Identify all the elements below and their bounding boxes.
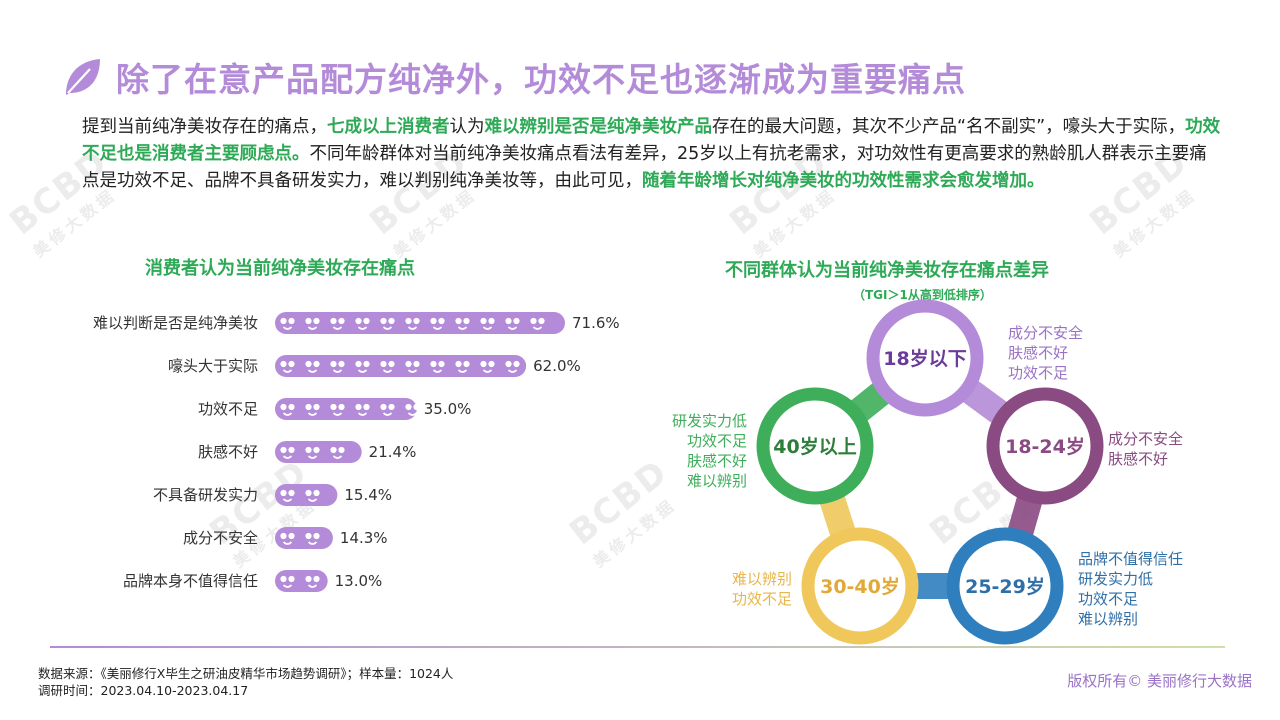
bar-row: 功效不足 35.0% bbox=[198, 398, 471, 420]
age-group-label: 40岁以上 bbox=[773, 435, 856, 458]
pain-point-note: 难以辨别 bbox=[732, 570, 792, 588]
age-group-node: 30-40岁 bbox=[801, 527, 919, 645]
pain-point-note: 成分不安全 bbox=[1008, 324, 1083, 342]
intro-paragraph: 提到当前纯净美妆存在的痛点，七成以上消费者认为难以辨别是否是纯净美妆产品存在的最… bbox=[82, 114, 1222, 195]
data-source: 数据来源：《美丽修行X毕生之研油皮精华市场趋势调研》；样本量：1024人 bbox=[38, 666, 454, 681]
survey-period: 调研时间：2023.04.10-2023.04.17 bbox=[38, 683, 249, 698]
age-group-node: 18-24岁 bbox=[986, 387, 1104, 505]
pain-point-note: 肤感不好 bbox=[687, 452, 747, 470]
pain-point-note: 功效不足 bbox=[687, 432, 747, 450]
footer-divider bbox=[50, 646, 1225, 648]
category-label: 肤感不好 bbox=[198, 443, 258, 461]
bar-chart-title: 消费者认为当前纯净美妆存在痛点 bbox=[145, 258, 415, 279]
age-group-node: 25-29岁 bbox=[946, 527, 1064, 645]
age-group-label: 30-40岁 bbox=[820, 575, 900, 598]
value-label: 13.0% bbox=[335, 572, 383, 590]
pain-point-note: 功效不足 bbox=[732, 590, 792, 608]
bar-row: 嚎头大于实际 62.0% bbox=[168, 355, 581, 377]
bar-row: 品牌本身不值得信任 13.0% bbox=[123, 570, 382, 592]
category-label: 成分不安全 bbox=[183, 529, 258, 547]
pain-point-note: 功效不足 bbox=[1008, 364, 1068, 382]
age-group-label: 18岁以下 bbox=[883, 347, 966, 370]
pain-point-note: 成分不安全 bbox=[1108, 430, 1183, 448]
category-label: 难以判断是否是纯净美妆 bbox=[93, 314, 258, 332]
value-label: 14.3% bbox=[340, 529, 388, 547]
pain-point-note: 研发实力低 bbox=[1078, 570, 1153, 588]
pain-point-note: 难以辨别 bbox=[1078, 610, 1138, 628]
page-title: 除了在意产品配方纯净外，功效不足也逐渐成为重要痛点 bbox=[116, 60, 966, 99]
intro-text: 认为 bbox=[449, 117, 485, 137]
value-label: 15.4% bbox=[344, 486, 392, 504]
diagram-title: 不同群体认为当前纯净美妆存在痛点差异 bbox=[725, 260, 1049, 281]
bar-row: 成分不安全 14.3% bbox=[183, 527, 388, 549]
age-group-label: 25-29岁 bbox=[965, 575, 1045, 598]
category-label: 功效不足 bbox=[198, 400, 258, 418]
bar bbox=[275, 527, 333, 549]
intro-text: 提到当前纯净美妆存在的痛点， bbox=[82, 117, 327, 137]
pain-point-note: 品牌不值得信任 bbox=[1078, 550, 1183, 568]
category-label: 不具备研发实力 bbox=[153, 486, 258, 504]
bar-row: 不具备研发实力 15.4% bbox=[153, 484, 392, 506]
bar bbox=[275, 312, 565, 334]
leaf-icon bbox=[66, 59, 100, 95]
age-group-node: 18岁以下 bbox=[866, 299, 984, 417]
age-group-node: 40岁以上 bbox=[756, 387, 874, 505]
intro-text: 存在的最大问题，其次不少产品“名不副实”，嚎头大于实际， bbox=[712, 117, 1186, 137]
copyright: 版权所有© 美丽修行大数据 bbox=[1067, 672, 1252, 690]
bar-row: 难以判断是否是纯净美妆 71.6% bbox=[93, 312, 620, 334]
category-label: 嚎头大于实际 bbox=[168, 357, 258, 375]
value-label: 35.0% bbox=[424, 400, 472, 418]
bar bbox=[275, 570, 328, 592]
intro-highlight: 功效不足也是消费者主要顾虑点。 bbox=[82, 117, 1221, 164]
value-label: 21.4% bbox=[369, 443, 417, 461]
bar bbox=[275, 355, 527, 377]
pain-point-note: 功效不足 bbox=[1078, 590, 1138, 608]
value-label: 62.0% bbox=[533, 357, 581, 375]
intro-highlight: 随着年龄增长对纯净美妆的功效性需求会愈发增加。 bbox=[642, 171, 1045, 191]
pain-point-note: 研发实力低 bbox=[672, 412, 747, 430]
page-header: 除了在意产品配方纯净外，功效不足也逐渐成为重要痛点 bbox=[60, 52, 966, 102]
bar-chart: 难以判断是否是纯净美妆 71.6% 嚎头大于实际 62.0% 功效不足 35.0% 肤感不好… bbox=[93, 312, 620, 592]
intro-text: 不同年龄群体对当前纯净美妆痛点看法有差异，25岁以上有抗老需求，对功效性有更高要… bbox=[82, 144, 1207, 191]
diagram-subtitle: （TGI＞1从高到低排序） bbox=[853, 288, 992, 302]
bar-row: 肤感不好 21.4% bbox=[198, 441, 416, 463]
footer-source: 数据来源：《美丽修行X毕生之研油皮精华市场趋势调研》；样本量：1024人 调研时… bbox=[38, 665, 453, 699]
category-label: 品牌本身不值得信任 bbox=[123, 572, 258, 590]
value-label: 71.6% bbox=[572, 314, 620, 332]
pain-point-note: 肤感不好 bbox=[1008, 344, 1068, 362]
bar bbox=[275, 484, 338, 506]
pain-point-note: 肤感不好 bbox=[1108, 450, 1168, 468]
bar bbox=[275, 398, 420, 420]
intro-highlight: 七成以上消费者 bbox=[327, 117, 450, 137]
intro-highlight: 难以辨别是否是纯净美妆产品 bbox=[484, 117, 713, 137]
pain-point-note: 难以辨别 bbox=[687, 472, 747, 490]
age-group-label: 18-24岁 bbox=[1005, 435, 1085, 458]
bar bbox=[275, 441, 362, 463]
